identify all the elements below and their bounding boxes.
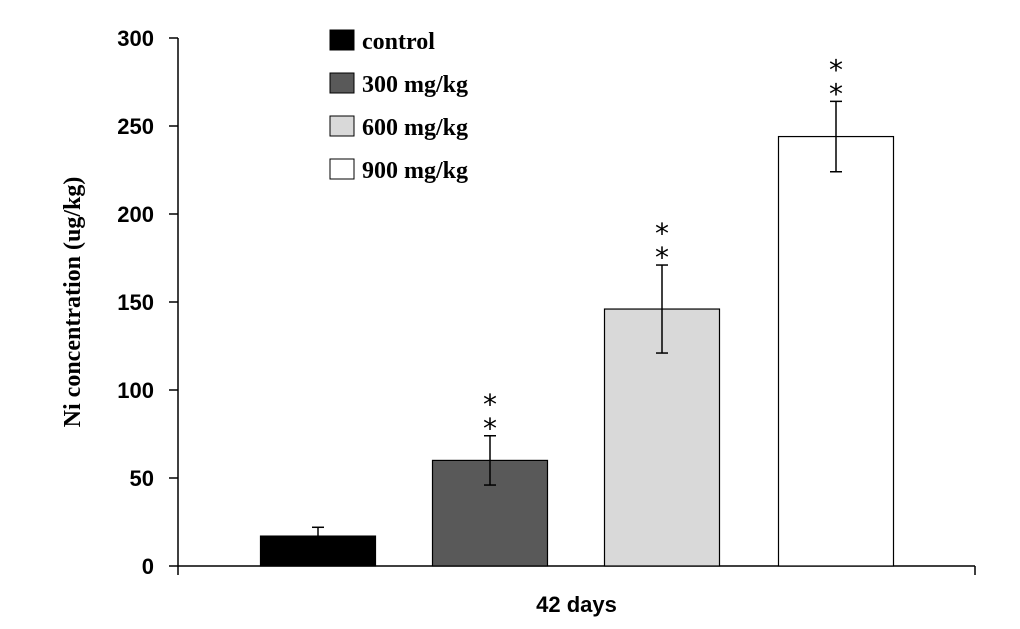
legend-label: control: [362, 29, 435, 55]
legend-swatch: [329, 115, 355, 137]
legend-swatch: [329, 158, 355, 180]
x-axis: [177, 565, 976, 575]
y-axis: 0 50 100 150 200 250 300: [117, 26, 179, 579]
x-axis-label: 42 days: [536, 592, 617, 617]
legend-swatch: [329, 72, 355, 94]
y-tick-label: 200: [117, 202, 154, 227]
bar: [777, 135, 895, 567]
legend-label: 300 mg/kg: [362, 72, 468, 98]
y-tick-label: 50: [130, 466, 154, 491]
significance-marker: *: [829, 77, 843, 110]
y-tick-label: 0: [142, 554, 154, 579]
y-tick-label: 150: [117, 290, 154, 315]
legend-label: 900 mg/kg: [362, 158, 468, 184]
significance-marker: *: [655, 241, 669, 274]
y-axis-label: Ni concentration (ug/kg): [60, 177, 86, 428]
legend: control 300 mg/kg 600 mg/kg 900 mg/kg: [329, 29, 468, 184]
significance-marker: *: [655, 217, 669, 250]
y-tick-label: 300: [117, 26, 154, 51]
legend-label: 600 mg/kg: [362, 115, 468, 141]
significance-marker: *: [829, 53, 843, 86]
y-tick-label: 250: [117, 114, 154, 139]
significance-marker: *: [483, 388, 497, 421]
bars: ******: [259, 53, 895, 567]
y-tick-label: 100: [117, 378, 154, 403]
significance-marker: *: [483, 412, 497, 445]
legend-swatch: [329, 29, 355, 51]
